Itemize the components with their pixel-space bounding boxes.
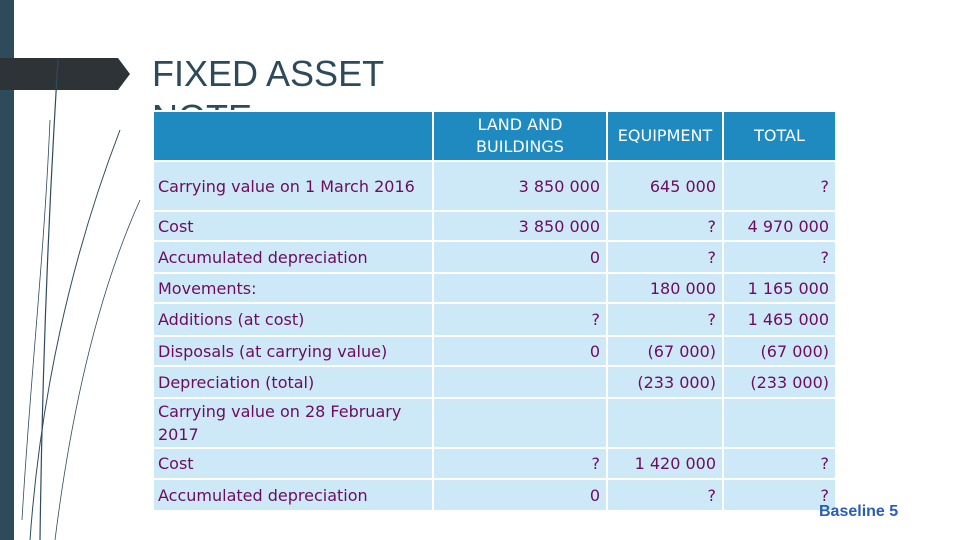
value-cell: 1 165 000 xyxy=(722,272,837,304)
value-cell: ? xyxy=(722,447,837,480)
table-row: Depreciation (total) (233 000) (233 000) xyxy=(152,365,837,399)
value-cell: ? xyxy=(432,447,608,480)
table-row: Accumulated depreciation 0?? xyxy=(152,240,837,274)
value-cell: 1 465 000 xyxy=(722,302,837,337)
row-label: Accumulated depreciation xyxy=(152,478,434,512)
arrow xyxy=(0,58,130,90)
table-row: Disposals (at carrying value) 0 (67 000) (6… xyxy=(152,335,837,367)
footer: Baseline 5 xyxy=(819,503,899,520)
row-label: Carrying value on 28 February 2017 xyxy=(152,397,434,449)
value-cell: ? xyxy=(722,478,837,512)
asset-table: LAND AND BUILDINGS EQUIPMENT TOTAL Carryin… xyxy=(152,110,837,512)
value-cell: ? xyxy=(606,302,724,337)
value-cell: 0 xyxy=(432,478,608,512)
header-row: LAND AND BUILDINGS EQUIPMENT TOTAL xyxy=(152,110,837,162)
table-row: Movements: 180 000 1 165 000 xyxy=(152,272,837,304)
value-cell xyxy=(722,397,837,449)
header-cell xyxy=(152,110,434,162)
header-cell: EQUIPMENT xyxy=(606,110,724,162)
value-cell: (233 000) xyxy=(722,365,837,399)
value-cell xyxy=(432,365,608,399)
value-cell: 645 000 xyxy=(606,160,724,212)
value-cell: 3 850 000 xyxy=(432,160,608,212)
value-cell: ? xyxy=(606,210,724,242)
deco-line xyxy=(29,129,121,540)
value-cell: 3 850 000 xyxy=(432,210,608,242)
row-label: Cost xyxy=(152,210,434,242)
value-cell: 0 xyxy=(432,240,608,274)
value-cell: (233 000) xyxy=(606,365,724,399)
deco-line xyxy=(21,119,51,521)
row-label: Depreciation (total) xyxy=(152,365,434,399)
table-row: Accumulated depreciation 0?? xyxy=(152,478,837,512)
value-cell: (67 000) xyxy=(606,335,724,367)
value-cell: 180 000 xyxy=(606,272,724,304)
table-row: Additions (at cost)?? 1 465 000 xyxy=(152,302,837,337)
value-cell: 1 420 000 xyxy=(606,447,724,480)
value-cell: ? xyxy=(432,302,608,337)
table-row: Carrying value on 1 March 2016 3 850 000 6… xyxy=(152,160,837,212)
row-label: Movements: xyxy=(152,272,434,304)
value-cell: 0 xyxy=(432,335,608,367)
value-cell: ? xyxy=(606,240,724,274)
header-cell: LAND AND BUILDINGS xyxy=(432,110,608,162)
value-cell: ? xyxy=(606,478,724,512)
table-row: Cost 3 850 000? 4 970 000 xyxy=(152,210,837,242)
value-cell: (67 000) xyxy=(722,335,837,367)
row-label: Additions (at cost) xyxy=(152,302,434,337)
row-label: Accumulated depreciation xyxy=(152,240,434,274)
table-row: Cost? 1 420 000? xyxy=(152,447,837,480)
value-cell xyxy=(432,272,608,304)
side-strip xyxy=(0,0,14,540)
value-cell: ? xyxy=(722,240,837,274)
value-cell xyxy=(432,397,608,449)
header-cell: TOTAL xyxy=(722,110,837,162)
table-row: Carrying value on 28 February 2017 xyxy=(152,397,837,449)
row-label: Disposals (at carrying value) xyxy=(152,335,434,367)
deco-line xyxy=(54,199,141,540)
value-cell xyxy=(606,397,724,449)
value-cell: ? xyxy=(722,160,837,212)
value-cell: 4 970 000 xyxy=(722,210,837,242)
row-label: Cost xyxy=(152,447,434,480)
deco-line xyxy=(39,59,59,540)
row-label: Carrying value on 1 March 2016 xyxy=(152,160,434,212)
